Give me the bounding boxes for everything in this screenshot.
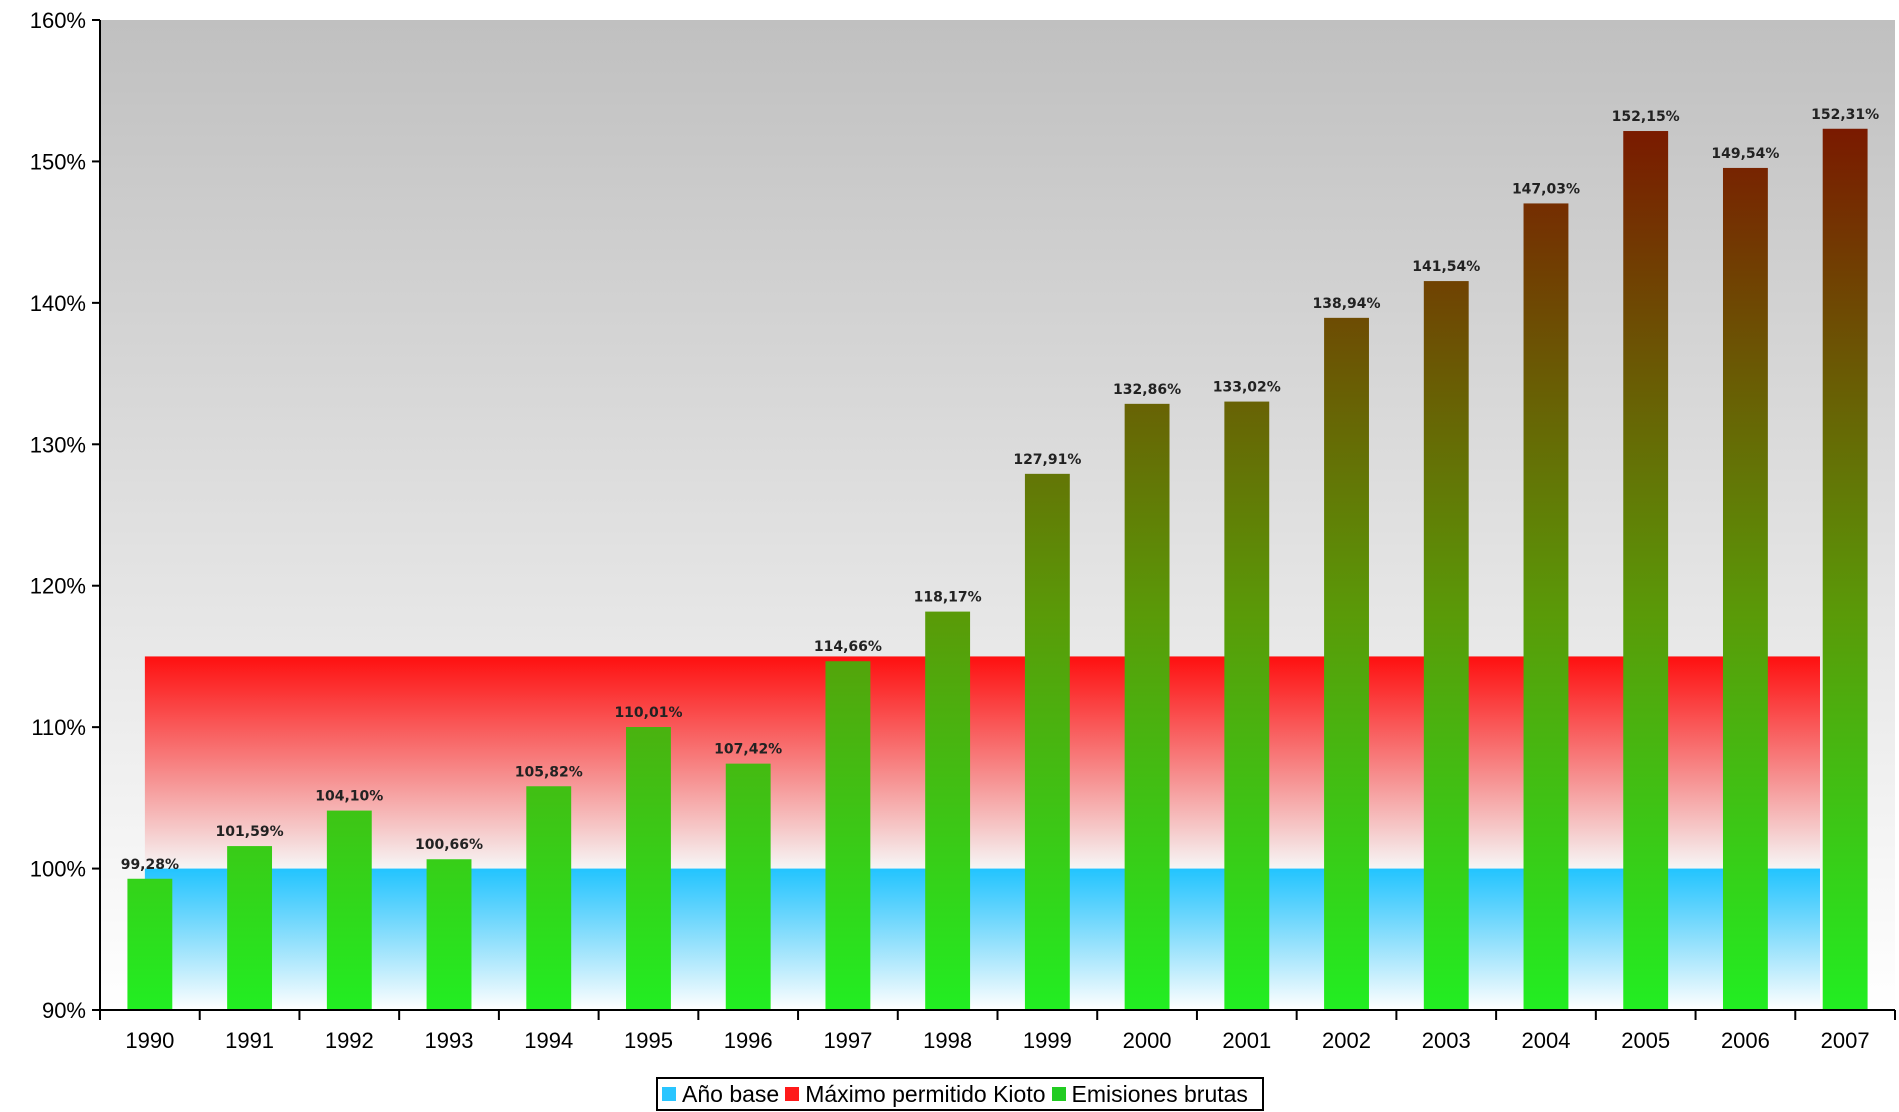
data-label-2006: 149,54% <box>1711 146 1779 162</box>
data-label-1991: 101,59% <box>216 824 284 840</box>
x-tick-label-1991: 1991 <box>225 1028 274 1053</box>
legend-swatch-gross-emissions <box>1051 1087 1066 1101</box>
y-tick-label: 100% <box>30 857 86 882</box>
data-label-1995: 110,01% <box>614 705 682 721</box>
data-label-2004: 147,03% <box>1512 181 1580 197</box>
bar-1998 <box>925 611 971 1010</box>
legend-label-kyoto-max: Máximo permitido Kioto <box>805 1080 1046 1107</box>
data-label-1997: 114,66% <box>814 639 882 655</box>
legend-item-base-year: Año base <box>662 1081 779 1108</box>
bar-2000 <box>1124 403 1170 1010</box>
y-tick-label: 160% <box>30 8 86 33</box>
x-tick-label-1999: 1999 <box>1023 1028 1072 1053</box>
bar-2004 <box>1523 203 1569 1010</box>
y-tick-label: 90% <box>42 998 86 1023</box>
x-tick-label-2003: 2003 <box>1422 1028 1471 1053</box>
data-label-1998: 118,17% <box>914 590 982 606</box>
legend-label-gross-emissions: Emisiones brutas <box>1071 1080 1248 1107</box>
data-label-1992: 104,10% <box>315 789 383 805</box>
data-label-2002: 138,94% <box>1312 296 1380 312</box>
data-label-1994: 105,82% <box>515 764 583 780</box>
legend-swatch-kyoto-max <box>785 1087 800 1101</box>
x-ticks-group: 1990 1991 1992 1993 1994 1995 1996 1997 1998 1999… <box>99 1010 1896 1053</box>
data-label-2007: 152,31% <box>1811 107 1879 123</box>
bar-1996 <box>725 763 771 1010</box>
x-tick-label-1998: 1998 <box>923 1028 972 1053</box>
x-tick-label-2007: 2007 <box>1821 1028 1870 1053</box>
legend: Año base Máximo permitido Kioto Emisione… <box>656 1077 1264 1111</box>
bar-1993 <box>426 859 472 1010</box>
x-tick-label-1996: 1996 <box>724 1028 773 1053</box>
data-labels-group: 99,28% 101,59% 104,10% 100,66% 105,82% 110,01… <box>121 107 1879 873</box>
bar-2003 <box>1423 281 1469 1010</box>
legend-label-base-year: Año base <box>682 1080 780 1107</box>
bar-2005 <box>1623 131 1669 1010</box>
bar-1992 <box>326 810 372 1010</box>
x-tick-label-1993: 1993 <box>425 1028 474 1053</box>
x-tick-label-2001: 2001 <box>1222 1028 1271 1053</box>
legend-item-kyoto-max: Máximo permitido Kioto <box>785 1080 1046 1108</box>
data-label-1990: 99,28% <box>121 857 179 873</box>
bar-2006 <box>1722 167 1768 1011</box>
data-label-2003: 141,54% <box>1412 259 1480 275</box>
bar-1994 <box>526 786 572 1010</box>
data-label-2005: 152,15% <box>1612 109 1680 125</box>
x-tick-label-1990: 1990 <box>125 1028 174 1053</box>
bar-2002 <box>1324 317 1369 1010</box>
data-label-2001: 133,02% <box>1213 380 1281 396</box>
bars-group <box>127 128 1868 1011</box>
y-tick-label: 130% <box>30 432 86 457</box>
x-tick-label-2004: 2004 <box>1521 1028 1570 1053</box>
x-tick-label-2005: 2005 <box>1621 1028 1670 1053</box>
bar-1999 <box>1024 473 1070 1010</box>
base-year-band <box>144 868 1820 1010</box>
legend-item-gross-emissions: Emisiones brutas <box>1051 1080 1248 1108</box>
bar-1990 <box>127 878 173 1010</box>
y-ticks-group: 90% 100% 110% 120% 130% 140% 150% 160% <box>30 8 100 1023</box>
bar-1997 <box>825 661 871 1010</box>
x-tick-label-1992: 1992 <box>325 1028 374 1053</box>
x-tick-label-2000: 2000 <box>1123 1028 1172 1053</box>
x-tick-label-2002: 2002 <box>1322 1028 1371 1053</box>
y-tick-label: 110% <box>31 715 86 740</box>
data-label-1999: 127,91% <box>1013 452 1081 468</box>
x-tick-label-1994: 1994 <box>524 1028 573 1053</box>
y-tick-label: 150% <box>30 149 86 174</box>
data-label-1993: 100,66% <box>415 837 483 853</box>
data-label-1996: 107,42% <box>714 742 782 758</box>
bar-1995 <box>626 727 671 1010</box>
legend-swatch-base-year <box>662 1087 676 1101</box>
kyoto-max-band <box>144 656 1820 869</box>
y-tick-label: 120% <box>30 574 86 599</box>
x-tick-label-2006: 2006 <box>1721 1028 1770 1053</box>
data-label-2000: 132,86% <box>1113 382 1181 398</box>
x-tick-label-1995: 1995 <box>624 1028 673 1053</box>
bar-2007 <box>1822 128 1868 1011</box>
x-tick-label-1997: 1997 <box>823 1028 872 1053</box>
y-tick-label: 140% <box>30 291 86 316</box>
bar-2001 <box>1224 401 1270 1010</box>
bar-1991 <box>227 846 273 1010</box>
